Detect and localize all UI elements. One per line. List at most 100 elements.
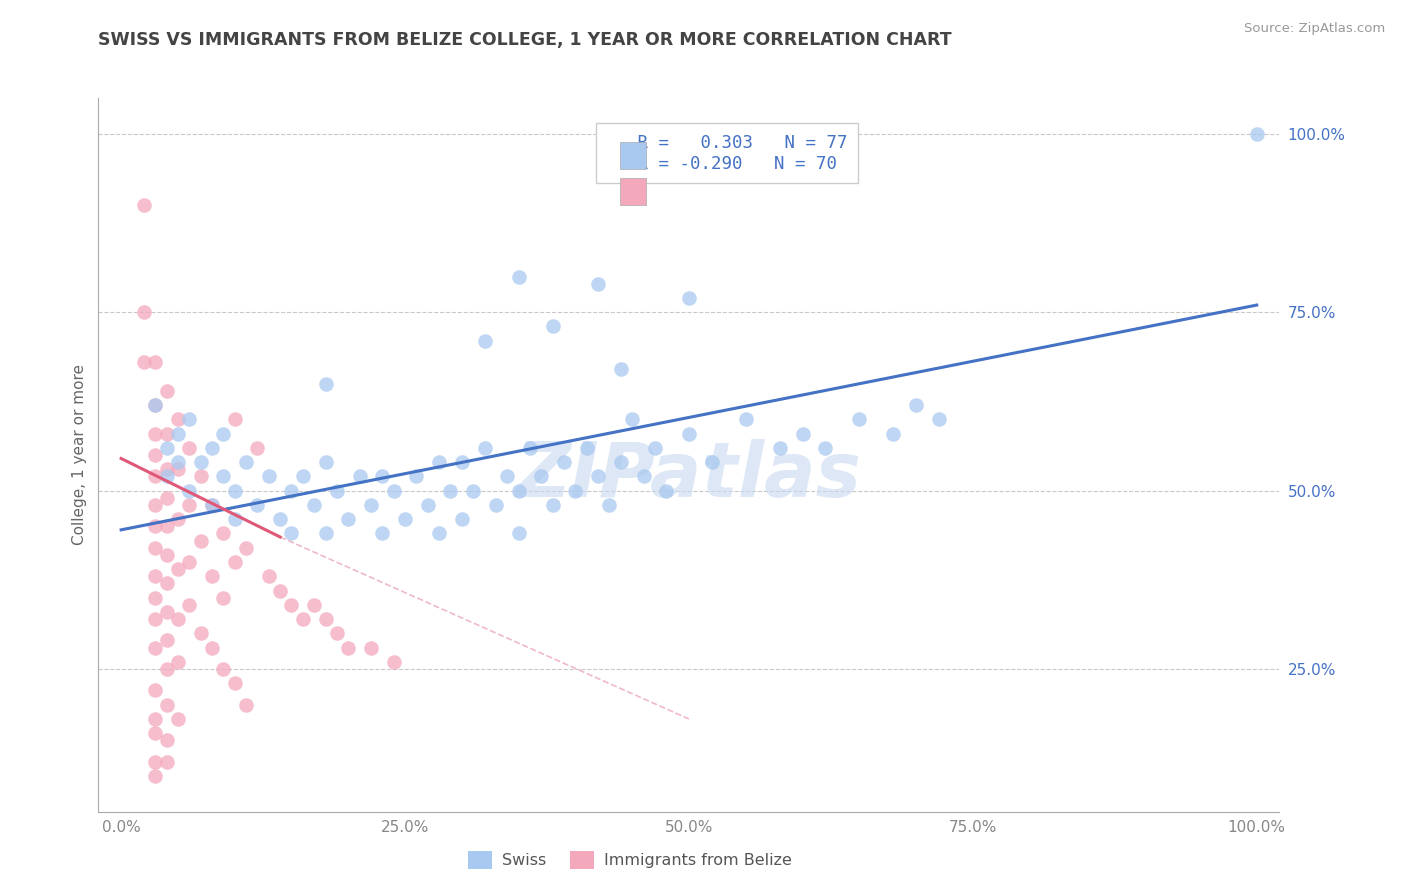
Point bbox=[143, 712, 166, 726]
Point bbox=[586, 277, 609, 291]
Point bbox=[155, 519, 177, 533]
Point bbox=[155, 426, 177, 441]
Point bbox=[190, 626, 212, 640]
Point bbox=[167, 712, 190, 726]
Text: SWISS VS IMMIGRANTS FROM BELIZE COLLEGE, 1 YEAR OR MORE CORRELATION CHART: SWISS VS IMMIGRANTS FROM BELIZE COLLEGE,… bbox=[98, 31, 952, 49]
Point bbox=[201, 569, 224, 583]
Point bbox=[143, 726, 166, 740]
Point bbox=[190, 469, 212, 483]
Point bbox=[644, 441, 666, 455]
Point bbox=[302, 598, 325, 612]
Point bbox=[315, 526, 337, 541]
Point bbox=[224, 512, 246, 526]
Point bbox=[508, 526, 530, 541]
Point bbox=[439, 483, 461, 498]
Point bbox=[621, 412, 644, 426]
Point bbox=[167, 655, 190, 669]
Point bbox=[155, 605, 177, 619]
Point bbox=[586, 469, 609, 483]
Point bbox=[553, 455, 575, 469]
Point bbox=[485, 498, 508, 512]
Point bbox=[337, 512, 360, 526]
Point bbox=[291, 612, 314, 626]
Point bbox=[382, 655, 405, 669]
Point bbox=[882, 426, 904, 441]
Legend: Swiss, Immigrants from Belize: Swiss, Immigrants from Belize bbox=[463, 845, 797, 875]
Point bbox=[474, 334, 496, 348]
Point bbox=[155, 462, 177, 476]
Point bbox=[280, 483, 302, 498]
Point bbox=[155, 576, 177, 591]
Point bbox=[143, 612, 166, 626]
Point bbox=[179, 598, 201, 612]
Point bbox=[155, 633, 177, 648]
Point bbox=[167, 455, 190, 469]
Point bbox=[655, 483, 678, 498]
Point bbox=[280, 598, 302, 612]
Point bbox=[143, 640, 166, 655]
Point bbox=[235, 455, 257, 469]
Point bbox=[155, 469, 177, 483]
Point bbox=[315, 455, 337, 469]
Point bbox=[143, 498, 166, 512]
Point bbox=[224, 555, 246, 569]
Point bbox=[337, 640, 360, 655]
Point bbox=[155, 662, 177, 676]
Point bbox=[769, 441, 792, 455]
Point bbox=[190, 455, 212, 469]
Point bbox=[326, 626, 349, 640]
Point bbox=[382, 483, 405, 498]
Bar bbox=[620, 143, 647, 169]
Point bbox=[530, 469, 553, 483]
Point bbox=[474, 441, 496, 455]
Point bbox=[143, 569, 166, 583]
Point bbox=[302, 498, 325, 512]
Point bbox=[179, 498, 201, 512]
Point bbox=[848, 412, 870, 426]
Point bbox=[179, 441, 201, 455]
Point bbox=[678, 426, 700, 441]
Point bbox=[508, 269, 530, 284]
Point bbox=[212, 591, 235, 605]
Point bbox=[167, 512, 190, 526]
Point bbox=[212, 526, 235, 541]
Point bbox=[143, 469, 166, 483]
Point bbox=[143, 426, 166, 441]
Point bbox=[450, 512, 472, 526]
Point bbox=[519, 441, 541, 455]
Point bbox=[155, 733, 177, 747]
Point bbox=[463, 483, 485, 498]
Point bbox=[269, 512, 291, 526]
Point bbox=[179, 412, 201, 426]
Point bbox=[201, 498, 224, 512]
Point bbox=[1246, 127, 1268, 141]
Point bbox=[190, 533, 212, 548]
Point bbox=[269, 583, 291, 598]
Point bbox=[315, 612, 337, 626]
Point bbox=[541, 498, 564, 512]
Point bbox=[405, 469, 427, 483]
Y-axis label: College, 1 year or more: College, 1 year or more bbox=[72, 365, 87, 545]
Point bbox=[575, 441, 598, 455]
Point bbox=[143, 769, 166, 783]
Point bbox=[155, 384, 177, 398]
Point bbox=[167, 426, 190, 441]
Bar bbox=[620, 178, 647, 205]
Point bbox=[360, 498, 382, 512]
Point bbox=[371, 469, 394, 483]
Point bbox=[814, 441, 837, 455]
Point bbox=[700, 455, 723, 469]
Point bbox=[143, 755, 166, 769]
Point bbox=[167, 612, 190, 626]
Text: Source: ZipAtlas.com: Source: ZipAtlas.com bbox=[1244, 22, 1385, 36]
Point bbox=[734, 412, 756, 426]
Point bbox=[257, 569, 280, 583]
Point bbox=[143, 355, 166, 369]
Point bbox=[360, 640, 382, 655]
Point bbox=[246, 441, 269, 455]
Point bbox=[235, 541, 257, 555]
Point bbox=[246, 498, 269, 512]
Point bbox=[201, 441, 224, 455]
Point bbox=[291, 469, 314, 483]
Point bbox=[610, 455, 633, 469]
